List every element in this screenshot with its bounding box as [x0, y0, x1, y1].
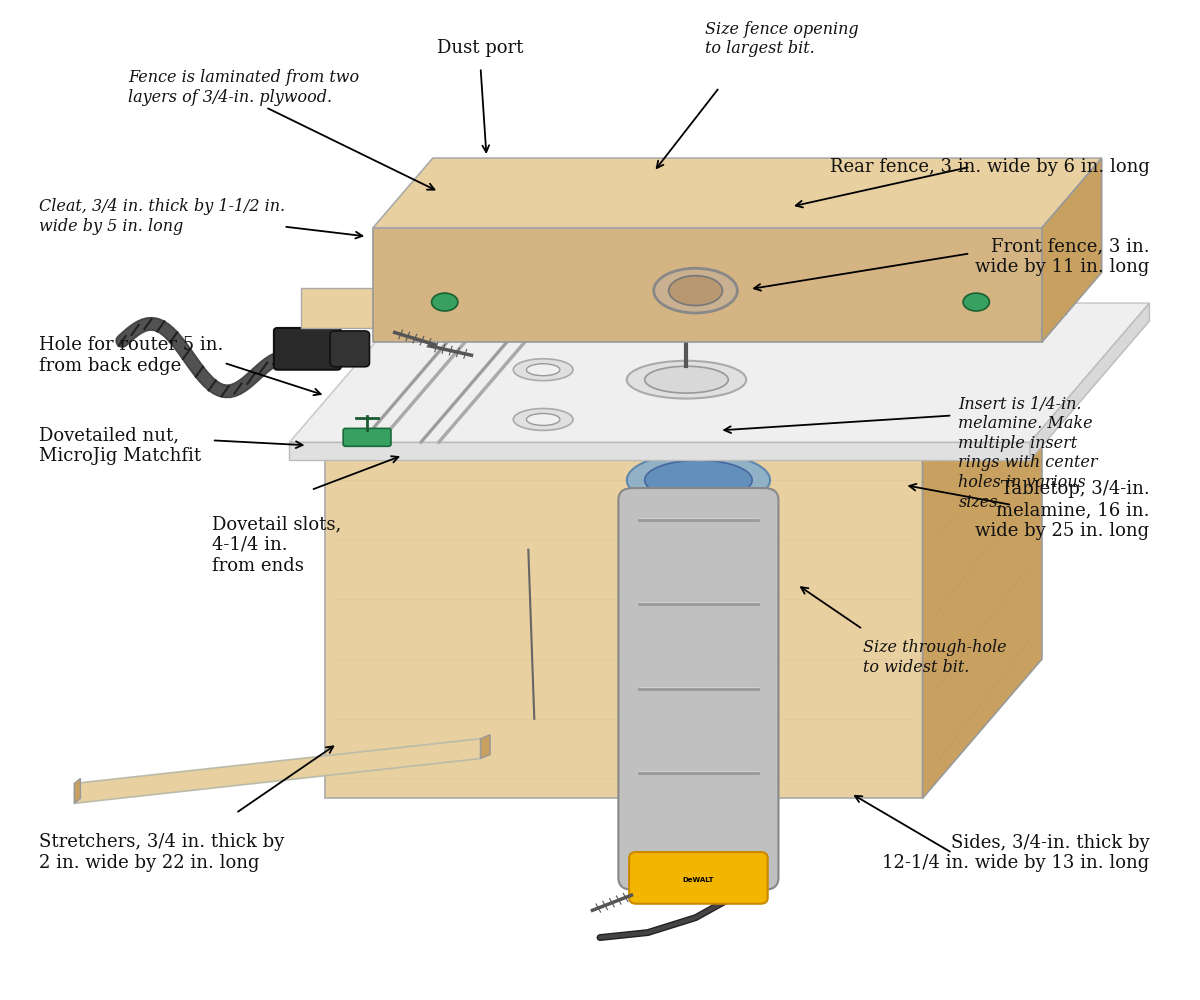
Polygon shape	[1030, 303, 1150, 460]
Ellipse shape	[514, 409, 574, 430]
Polygon shape	[325, 460, 923, 798]
Polygon shape	[325, 321, 1042, 460]
Ellipse shape	[432, 293, 458, 311]
Ellipse shape	[527, 413, 560, 425]
Ellipse shape	[644, 460, 752, 500]
Polygon shape	[289, 442, 1030, 460]
FancyBboxPatch shape	[618, 488, 779, 890]
Text: Tabletop, 3/4-in.
melamine, 16 in.
wide by 25 in. long: Tabletop, 3/4-in. melamine, 16 in. wide …	[976, 480, 1150, 540]
Polygon shape	[923, 321, 1042, 798]
Ellipse shape	[644, 366, 728, 393]
Text: Rear fence, 3 in. wide by 6 in. long: Rear fence, 3 in. wide by 6 in. long	[829, 158, 1150, 176]
Text: Fence is laminated from two
layers of 3/4-in. plywood.: Fence is laminated from two layers of 3/…	[128, 69, 359, 106]
FancyBboxPatch shape	[343, 428, 391, 446]
Polygon shape	[397, 225, 1066, 314]
Polygon shape	[74, 739, 480, 803]
Text: Dovetail slots,
4-1/4 in.
from ends: Dovetail slots, 4-1/4 in. from ends	[212, 515, 341, 575]
Ellipse shape	[527, 364, 560, 376]
Ellipse shape	[626, 453, 770, 507]
Text: Cleat, 3/4 in. thick by 1-1/2 in.
wide by 5 in. long: Cleat, 3/4 in. thick by 1-1/2 in. wide b…	[38, 198, 284, 235]
Text: Dovetailed nut,
MicroJig Matchfit: Dovetailed nut, MicroJig Matchfit	[38, 426, 200, 465]
Ellipse shape	[964, 293, 989, 311]
Text: DeWALT: DeWALT	[683, 877, 714, 883]
Polygon shape	[480, 735, 490, 759]
FancyBboxPatch shape	[274, 328, 341, 370]
Polygon shape	[301, 288, 373, 328]
Ellipse shape	[514, 359, 574, 381]
Ellipse shape	[654, 268, 737, 313]
Ellipse shape	[626, 361, 746, 399]
Text: Dust port: Dust port	[437, 39, 523, 57]
Text: Insert is 1/4-in.
melamine. Make
multiple insert
rings with center
holes in vari: Insert is 1/4-in. melamine. Make multipl…	[959, 396, 1098, 511]
Text: Hole for router 5 in.
from back edge: Hole for router 5 in. from back edge	[38, 336, 223, 375]
Text: Stretchers, 3/4 in. thick by
2 in. wide by 22 in. long: Stretchers, 3/4 in. thick by 2 in. wide …	[38, 833, 284, 872]
Polygon shape	[397, 190, 1096, 225]
Polygon shape	[373, 158, 1102, 228]
FancyBboxPatch shape	[629, 852, 768, 904]
FancyBboxPatch shape	[330, 331, 370, 367]
Ellipse shape	[668, 276, 722, 306]
Polygon shape	[74, 778, 80, 803]
Text: Size fence opening
to largest bit.: Size fence opening to largest bit.	[706, 21, 859, 57]
Text: Front fence, 3 in.
wide by 11 in. long: Front fence, 3 in. wide by 11 in. long	[976, 237, 1150, 276]
Polygon shape	[289, 303, 1150, 442]
Text: Size through-hole
to widest bit.: Size through-hole to widest bit.	[863, 639, 1007, 676]
Text: Sides, 3/4-in. thick by
12-1/4 in. wide by 13 in. long: Sides, 3/4-in. thick by 12-1/4 in. wide …	[882, 834, 1150, 872]
Polygon shape	[1042, 158, 1102, 342]
Polygon shape	[373, 228, 1042, 342]
